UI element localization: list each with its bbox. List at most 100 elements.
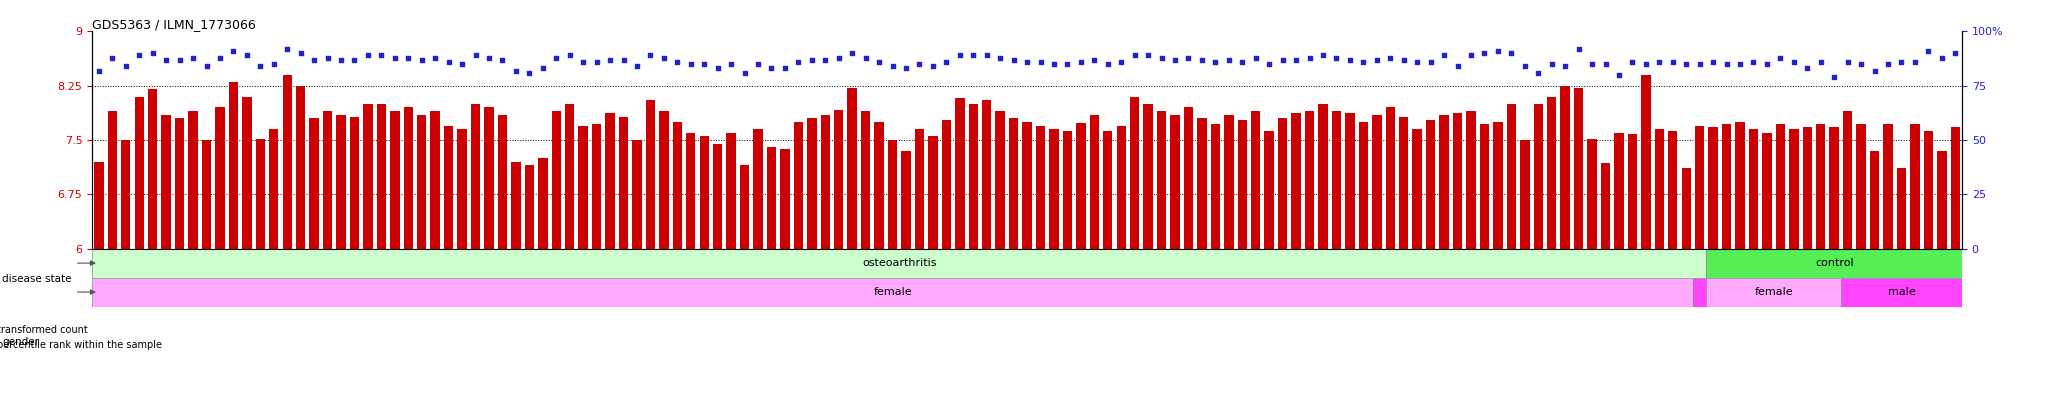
Bar xyxy=(700,136,709,249)
Point xyxy=(1292,54,1325,61)
Point xyxy=(1884,59,1917,65)
Bar xyxy=(942,120,950,249)
Point xyxy=(473,54,506,61)
Bar xyxy=(512,162,520,249)
Bar xyxy=(1911,124,1919,249)
Bar xyxy=(1346,112,1354,249)
Bar xyxy=(1225,115,1233,249)
Point xyxy=(1858,67,1890,73)
Bar xyxy=(686,133,696,249)
Bar xyxy=(1843,111,1851,249)
Point xyxy=(1227,59,1260,65)
Bar xyxy=(1452,112,1462,249)
Bar xyxy=(1036,125,1044,249)
Point xyxy=(1307,52,1339,59)
Bar xyxy=(1561,86,1571,249)
Point xyxy=(432,59,465,65)
Point xyxy=(418,54,451,61)
Bar xyxy=(444,125,453,249)
Point xyxy=(82,67,115,73)
Point xyxy=(1589,61,1622,67)
Bar xyxy=(121,140,131,249)
Legend: transformed count, percentile rank within the sample: transformed count, percentile rank withi… xyxy=(0,321,166,354)
Text: disease state: disease state xyxy=(2,274,72,284)
Bar xyxy=(135,97,143,249)
Bar xyxy=(1841,277,1962,307)
Bar xyxy=(1817,124,1825,249)
Bar xyxy=(1264,131,1274,249)
Point xyxy=(971,52,1004,59)
Point xyxy=(1845,61,1878,67)
Point xyxy=(1386,57,1419,63)
Point xyxy=(768,65,801,72)
Bar xyxy=(889,140,897,249)
Point xyxy=(352,52,385,59)
Point xyxy=(1145,54,1178,61)
Point xyxy=(1198,59,1231,65)
Point xyxy=(1186,57,1219,63)
Point xyxy=(1616,59,1649,65)
Point xyxy=(567,59,600,65)
Bar xyxy=(633,140,641,249)
Point xyxy=(1442,63,1475,69)
Point xyxy=(1104,59,1137,65)
Point xyxy=(621,63,653,69)
Point xyxy=(338,57,371,63)
Point xyxy=(1038,61,1071,67)
Point xyxy=(1374,54,1407,61)
Point xyxy=(1898,59,1931,65)
Bar xyxy=(1184,107,1194,249)
Bar xyxy=(92,249,1706,277)
Bar xyxy=(1667,131,1677,249)
Point xyxy=(1819,74,1851,80)
Point xyxy=(1051,61,1083,67)
Bar xyxy=(1884,124,1892,249)
Point xyxy=(1321,54,1354,61)
Point xyxy=(877,63,909,69)
Bar xyxy=(754,129,762,249)
Bar xyxy=(1440,115,1448,249)
Point xyxy=(850,54,883,61)
Point xyxy=(391,54,424,61)
Point xyxy=(203,54,236,61)
Point xyxy=(1831,59,1864,65)
Point xyxy=(1415,59,1448,65)
Bar xyxy=(1640,75,1651,249)
Point xyxy=(176,54,209,61)
Point xyxy=(164,57,197,63)
Point xyxy=(729,70,762,76)
Bar xyxy=(645,100,655,249)
Bar xyxy=(1493,122,1503,249)
Point xyxy=(258,61,291,67)
Bar xyxy=(1870,151,1880,249)
Point xyxy=(903,61,936,67)
Bar xyxy=(539,158,547,249)
Bar xyxy=(1575,88,1583,249)
Bar xyxy=(1116,125,1126,249)
Point xyxy=(580,59,612,65)
Point xyxy=(137,50,170,56)
Bar xyxy=(1696,125,1704,249)
Bar xyxy=(1534,104,1542,249)
Bar xyxy=(1210,124,1221,249)
Bar xyxy=(174,118,184,249)
Point xyxy=(606,57,639,63)
Point xyxy=(983,54,1016,61)
Bar xyxy=(1708,127,1718,249)
Bar xyxy=(1546,97,1556,249)
Point xyxy=(1118,52,1151,59)
Point xyxy=(1280,57,1313,63)
Point xyxy=(944,52,977,59)
Bar xyxy=(606,112,614,249)
Point xyxy=(1548,63,1581,69)
Point xyxy=(1522,70,1554,76)
Text: female: female xyxy=(872,287,911,297)
Bar xyxy=(1829,127,1839,249)
Point xyxy=(1604,72,1636,78)
Point xyxy=(1159,57,1192,63)
Bar xyxy=(1010,118,1018,249)
Point xyxy=(1481,48,1513,54)
Bar xyxy=(1655,129,1665,249)
Bar xyxy=(795,122,803,249)
Bar xyxy=(1075,123,1085,249)
